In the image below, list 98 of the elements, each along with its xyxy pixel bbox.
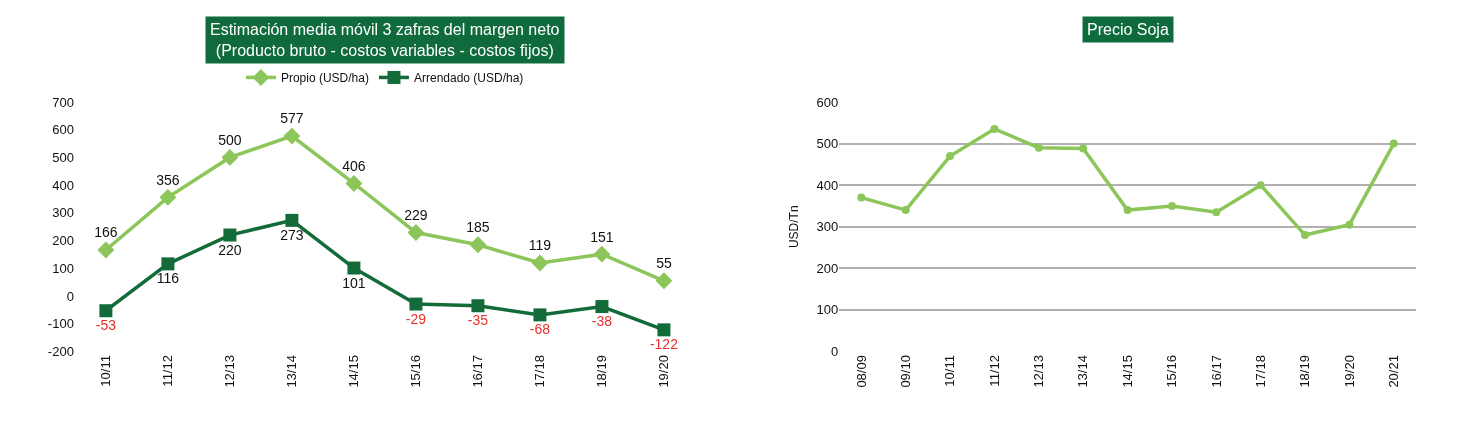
y-axis-title: USD/Tn [786,205,801,249]
point [1301,231,1310,240]
y-tick-label: 400 [816,177,839,193]
x-tick-label: 18/19 [594,355,610,388]
point [409,297,423,311]
point [593,245,611,263]
data-label: 356 [156,171,180,188]
data-label: 273 [280,226,304,243]
point [469,236,487,254]
point [657,323,671,337]
legend-label: Propio (USD/ha) [280,71,369,86]
y-tick-label: 0 [66,288,74,304]
data-label: -35 [467,312,489,329]
data-label: -122 [649,336,679,353]
data-label: 101 [342,274,366,291]
point [946,152,955,161]
point [1034,143,1043,152]
point [531,254,549,272]
y-tick-label: 100 [816,302,839,318]
point [97,241,115,259]
legend-label: Arrendado (USD/ha) [413,71,524,86]
x-tick-label: 15/16 [1164,355,1180,388]
x-tick-label: 19/20 [1341,355,1357,388]
point [161,257,175,271]
data-label: 151 [590,228,614,245]
chart-title: Estimación media móvil 3 zafras del margen neto (Producto bruto - costos variables - costos fijos) [210,21,560,59]
point [283,127,301,145]
data-label: -53 [95,317,117,334]
point [1123,206,1132,215]
point [1212,208,1221,217]
point [345,175,363,192]
data-label: 229 [404,206,428,223]
chart-title: Precio Soja [1087,21,1169,38]
x-tick-label: 13/14 [1075,355,1091,388]
point [347,261,361,275]
x-tick-label: 17/18 [532,355,548,388]
point [1389,139,1398,148]
x-tick-label: 15/16 [408,355,424,388]
x-tick-label: 14/15 [346,355,362,388]
y-tick-label: -100 [47,316,74,332]
data-label: -38 [591,313,613,330]
y-tick-label: 700 [52,94,74,110]
point [901,206,910,215]
x-tick-label: 16/17 [470,355,486,388]
data-label: -29 [405,310,427,327]
point [990,125,999,134]
point [99,304,113,318]
data-label: 185 [466,219,490,236]
y-tick-label: 500 [816,136,839,152]
data-label: 119 [528,237,552,254]
point [1167,201,1176,210]
y-tick-label: 200 [816,260,839,276]
data-label: -68 [529,321,551,338]
point [223,228,237,242]
y-tick-label: 400 [52,177,74,193]
y-tick-label: 300 [816,219,839,235]
point [655,272,673,290]
x-tick-label: 08/09 [853,355,869,388]
x-tick-label: 19/20 [656,355,672,388]
x-tick-label: 11/12 [986,355,1002,387]
point [595,300,609,314]
y-tick-label: 600 [816,94,839,110]
point [1079,144,1088,153]
point [533,308,547,322]
data-label: 500 [218,131,242,148]
y-tick-label: 500 [52,149,74,165]
data-label: 220 [218,241,242,258]
x-tick-label: 10/11 [98,355,114,387]
y-tick-label: 300 [52,205,74,221]
point [1345,220,1354,229]
y-tick-label: 600 [52,122,74,138]
x-tick-label: 10/11 [942,355,958,387]
x-tick-label: 12/13 [222,355,238,388]
data-label: 116 [156,270,180,287]
x-tick-label: 17/18 [1252,355,1268,388]
point [407,224,425,241]
y-tick-label: 0 [830,344,839,360]
point [857,193,866,202]
data-label: 406 [342,157,366,174]
x-tick-label: 12/13 [1031,355,1047,388]
x-tick-label: 13/14 [284,355,300,388]
y-tick-label: 200 [52,233,74,249]
x-tick-label: 16/17 [1208,355,1224,388]
x-tick-label: 14/15 [1119,355,1135,388]
point [159,188,177,206]
data-label: 166 [94,224,118,241]
x-tick-label: 20/21 [1385,355,1401,388]
x-tick-label: 18/19 [1297,355,1313,388]
point [1256,181,1265,190]
point [221,148,239,166]
point [471,299,485,313]
point [285,213,299,227]
x-tick-label: 09/10 [897,355,913,388]
data-label: 577 [280,110,304,127]
y-tick-label: -200 [47,344,74,360]
y-tick-label: 100 [52,260,74,276]
x-tick-label: 11/12 [160,355,176,387]
data-label: 55 [656,255,672,272]
